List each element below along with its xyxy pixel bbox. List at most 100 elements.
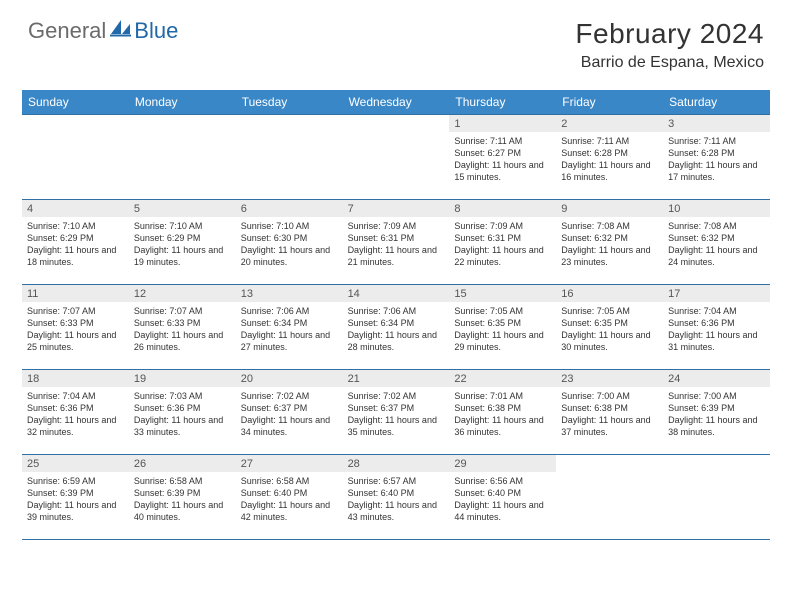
sunrise-text: Sunrise: 7:00 AM: [561, 390, 658, 402]
sunrise-text: Sunrise: 7:08 AM: [561, 220, 658, 232]
sunrise-text: Sunrise: 7:00 AM: [668, 390, 765, 402]
sunrise-text: Sunrise: 7:06 AM: [348, 305, 445, 317]
day-number: [236, 115, 343, 120]
day-number: 12: [129, 285, 236, 302]
daylight-text: Daylight: 11 hours and 38 minutes.: [668, 414, 765, 438]
day-number: [343, 115, 450, 120]
sunrise-text: Sunrise: 7:10 AM: [241, 220, 338, 232]
day-number: 27: [236, 455, 343, 472]
day-info: Sunrise: 7:11 AMSunset: 6:28 PMDaylight:…: [556, 132, 663, 188]
sunset-text: Sunset: 6:34 PM: [241, 317, 338, 329]
calendar-cell: [236, 115, 343, 199]
sunrise-text: Sunrise: 6:57 AM: [348, 475, 445, 487]
day-number: 24: [663, 370, 770, 387]
daylight-text: Daylight: 11 hours and 18 minutes.: [27, 244, 124, 268]
daylight-text: Daylight: 11 hours and 17 minutes.: [668, 159, 765, 183]
daylight-text: Daylight: 11 hours and 31 minutes.: [668, 329, 765, 353]
day-info: Sunrise: 7:05 AMSunset: 6:35 PMDaylight:…: [449, 302, 556, 358]
day-number: 28: [343, 455, 450, 472]
day-number: 7: [343, 200, 450, 217]
day-number: [663, 455, 770, 460]
week-row: 11Sunrise: 7:07 AMSunset: 6:33 PMDayligh…: [22, 285, 770, 370]
sunset-text: Sunset: 6:39 PM: [134, 487, 231, 499]
week-row: 4Sunrise: 7:10 AMSunset: 6:29 PMDaylight…: [22, 200, 770, 285]
sunset-text: Sunset: 6:35 PM: [561, 317, 658, 329]
day-number: 3: [663, 115, 770, 132]
page-title: February 2024: [575, 18, 764, 50]
day-number: 13: [236, 285, 343, 302]
day-number: 25: [22, 455, 129, 472]
sunset-text: Sunset: 6:29 PM: [27, 232, 124, 244]
sunset-text: Sunset: 6:31 PM: [348, 232, 445, 244]
day-info: Sunrise: 7:07 AMSunset: 6:33 PMDaylight:…: [22, 302, 129, 358]
sunrise-text: Sunrise: 7:05 AM: [561, 305, 658, 317]
sunrise-text: Sunrise: 7:07 AM: [134, 305, 231, 317]
day-number: 29: [449, 455, 556, 472]
day-number: 20: [236, 370, 343, 387]
calendar-cell: 15Sunrise: 7:05 AMSunset: 6:35 PMDayligh…: [449, 285, 556, 369]
day-info: Sunrise: 7:10 AMSunset: 6:29 PMDaylight:…: [129, 217, 236, 273]
calendar-cell: 17Sunrise: 7:04 AMSunset: 6:36 PMDayligh…: [663, 285, 770, 369]
day-number: 17: [663, 285, 770, 302]
day-info: Sunrise: 7:09 AMSunset: 6:31 PMDaylight:…: [449, 217, 556, 273]
week-row: 25Sunrise: 6:59 AMSunset: 6:39 PMDayligh…: [22, 455, 770, 540]
daylight-text: Daylight: 11 hours and 26 minutes.: [134, 329, 231, 353]
sunrise-text: Sunrise: 6:59 AM: [27, 475, 124, 487]
day-info: Sunrise: 6:56 AMSunset: 6:40 PMDaylight:…: [449, 472, 556, 528]
day-header: Sunday: [22, 90, 129, 114]
sunset-text: Sunset: 6:40 PM: [454, 487, 551, 499]
sunrise-text: Sunrise: 7:06 AM: [241, 305, 338, 317]
calendar-cell: 21Sunrise: 7:02 AMSunset: 6:37 PMDayligh…: [343, 370, 450, 454]
calendar-cell: 23Sunrise: 7:00 AMSunset: 6:38 PMDayligh…: [556, 370, 663, 454]
sunrise-text: Sunrise: 7:11 AM: [668, 135, 765, 147]
calendar-cell: 1Sunrise: 7:11 AMSunset: 6:27 PMDaylight…: [449, 115, 556, 199]
day-header: Thursday: [449, 90, 556, 114]
day-number: 1: [449, 115, 556, 132]
day-info: Sunrise: 7:11 AMSunset: 6:27 PMDaylight:…: [449, 132, 556, 188]
calendar: Sunday Monday Tuesday Wednesday Thursday…: [22, 90, 770, 540]
day-info: Sunrise: 7:05 AMSunset: 6:35 PMDaylight:…: [556, 302, 663, 358]
day-info: Sunrise: 7:06 AMSunset: 6:34 PMDaylight:…: [343, 302, 450, 358]
sunrise-text: Sunrise: 7:09 AM: [348, 220, 445, 232]
day-header: Saturday: [663, 90, 770, 114]
sunrise-text: Sunrise: 7:02 AM: [241, 390, 338, 402]
daylight-text: Daylight: 11 hours and 20 minutes.: [241, 244, 338, 268]
calendar-cell: 16Sunrise: 7:05 AMSunset: 6:35 PMDayligh…: [556, 285, 663, 369]
day-number: 6: [236, 200, 343, 217]
calendar-cell: 14Sunrise: 7:06 AMSunset: 6:34 PMDayligh…: [343, 285, 450, 369]
daylight-text: Daylight: 11 hours and 19 minutes.: [134, 244, 231, 268]
daylight-text: Daylight: 11 hours and 29 minutes.: [454, 329, 551, 353]
sunset-text: Sunset: 6:31 PM: [454, 232, 551, 244]
sunset-text: Sunset: 6:36 PM: [668, 317, 765, 329]
calendar-cell: 27Sunrise: 6:58 AMSunset: 6:40 PMDayligh…: [236, 455, 343, 539]
calendar-cell: 7Sunrise: 7:09 AMSunset: 6:31 PMDaylight…: [343, 200, 450, 284]
calendar-cell: 4Sunrise: 7:10 AMSunset: 6:29 PMDaylight…: [22, 200, 129, 284]
calendar-cell: 8Sunrise: 7:09 AMSunset: 6:31 PMDaylight…: [449, 200, 556, 284]
sunset-text: Sunset: 6:33 PM: [27, 317, 124, 329]
day-info: Sunrise: 6:58 AMSunset: 6:40 PMDaylight:…: [236, 472, 343, 528]
day-number: 5: [129, 200, 236, 217]
sunset-text: Sunset: 6:40 PM: [348, 487, 445, 499]
brand-text-blue: Blue: [134, 18, 178, 44]
day-header: Wednesday: [343, 90, 450, 114]
sunrise-text: Sunrise: 7:08 AM: [668, 220, 765, 232]
sunset-text: Sunset: 6:32 PM: [561, 232, 658, 244]
day-number: 9: [556, 200, 663, 217]
day-number: 10: [663, 200, 770, 217]
day-number: 22: [449, 370, 556, 387]
day-info: Sunrise: 7:01 AMSunset: 6:38 PMDaylight:…: [449, 387, 556, 443]
daylight-text: Daylight: 11 hours and 24 minutes.: [668, 244, 765, 268]
day-header: Monday: [129, 90, 236, 114]
daylight-text: Daylight: 11 hours and 22 minutes.: [454, 244, 551, 268]
daylight-text: Daylight: 11 hours and 25 minutes.: [27, 329, 124, 353]
sunrise-text: Sunrise: 7:09 AM: [454, 220, 551, 232]
day-info: Sunrise: 7:11 AMSunset: 6:28 PMDaylight:…: [663, 132, 770, 188]
day-number: 21: [343, 370, 450, 387]
day-number: [129, 115, 236, 120]
day-header: Friday: [556, 90, 663, 114]
day-info: Sunrise: 7:06 AMSunset: 6:34 PMDaylight:…: [236, 302, 343, 358]
sunrise-text: Sunrise: 6:58 AM: [241, 475, 338, 487]
daylight-text: Daylight: 11 hours and 28 minutes.: [348, 329, 445, 353]
day-number: [22, 115, 129, 120]
sunrise-text: Sunrise: 6:56 AM: [454, 475, 551, 487]
